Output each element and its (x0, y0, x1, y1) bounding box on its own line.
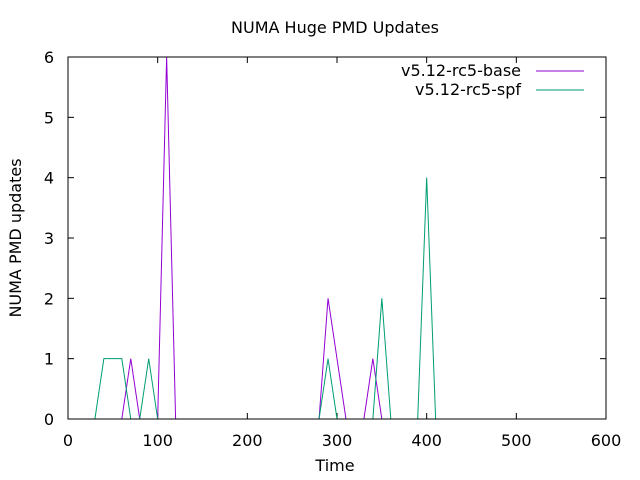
series-line-0 (121, 56, 383, 420)
plot-frame (67, 56, 607, 420)
x-tick-label: 100 (142, 431, 173, 450)
legend-label: v5.12-rc5-spf (415, 80, 521, 99)
axis-ticks: 0 100 200 300 400 500 600 0 1 2 3 4 5 6 (44, 48, 621, 450)
y-axis-label: NUMA PMD updates (6, 158, 25, 317)
chart-title: NUMA Huge PMD Updates (231, 18, 439, 37)
x-axis-label: Time (314, 456, 354, 475)
y-tick-label: 5 (44, 108, 54, 127)
series-line-1 (94, 177, 437, 420)
y-tick-label: 4 (44, 169, 54, 188)
y-tick-label: 0 (44, 410, 54, 429)
series-lines (94, 56, 437, 420)
y-tick-label: 2 (44, 289, 54, 308)
x-tick-label: 0 (63, 431, 73, 450)
x-tick-label: 500 (501, 431, 532, 450)
x-tick-label: 300 (322, 431, 353, 450)
x-tick-label: 400 (411, 431, 442, 450)
x-tick-label: 600 (591, 431, 622, 450)
y-tick-label: 6 (44, 48, 54, 67)
y-tick-label: 1 (44, 350, 54, 369)
legend-label: v5.12-rc5-base (401, 61, 521, 80)
y-tick-label: 3 (44, 229, 54, 248)
x-tick-label: 200 (232, 431, 263, 450)
